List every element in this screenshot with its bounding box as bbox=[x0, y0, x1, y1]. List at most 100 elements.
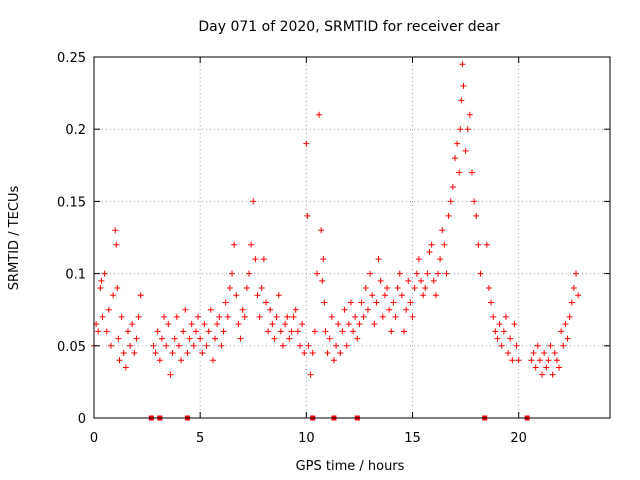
data-point bbox=[360, 313, 367, 320]
data-point bbox=[328, 313, 335, 320]
data-point bbox=[203, 342, 210, 349]
data-point bbox=[483, 241, 490, 248]
data-point bbox=[273, 313, 280, 320]
data-point bbox=[545, 357, 552, 364]
data-point bbox=[539, 371, 546, 378]
data-point bbox=[468, 169, 475, 176]
data-point bbox=[384, 285, 391, 292]
y-tick-label: 0.1 bbox=[65, 268, 86, 283]
data-point bbox=[235, 321, 242, 328]
axis-ticks: 0 0.05 0.1 0.15 0.2 0.25 0 5 10 15 20 bbox=[57, 51, 610, 446]
data-point bbox=[307, 371, 314, 378]
data-point bbox=[97, 285, 104, 292]
data-point bbox=[568, 299, 575, 306]
data-point bbox=[304, 212, 311, 219]
data-point bbox=[103, 328, 110, 335]
data-point bbox=[107, 342, 114, 349]
data-point bbox=[435, 270, 441, 277]
data-point bbox=[411, 285, 418, 292]
data-point bbox=[309, 350, 316, 357]
data-point bbox=[541, 350, 548, 357]
data-point bbox=[258, 285, 265, 292]
data-point bbox=[220, 328, 227, 335]
data-point bbox=[449, 183, 456, 190]
data-point bbox=[396, 270, 403, 277]
grid bbox=[94, 57, 610, 418]
data-point bbox=[515, 357, 522, 364]
data-point bbox=[250, 198, 257, 205]
data-point bbox=[564, 335, 571, 342]
data-point bbox=[154, 328, 161, 335]
data-point bbox=[502, 313, 509, 320]
data-point bbox=[471, 198, 478, 205]
data-point bbox=[322, 328, 329, 335]
data-point bbox=[184, 350, 191, 357]
data-point bbox=[129, 321, 136, 328]
data-point bbox=[350, 328, 357, 335]
data-point bbox=[305, 342, 312, 349]
data-point bbox=[313, 270, 320, 277]
data-point bbox=[445, 212, 452, 219]
data-point bbox=[122, 364, 129, 371]
data-point bbox=[209, 357, 216, 364]
data-point bbox=[114, 285, 121, 292]
data-point bbox=[214, 321, 221, 328]
data-point bbox=[319, 277, 326, 284]
data-point bbox=[188, 321, 195, 328]
data-point bbox=[152, 350, 159, 357]
y-axis-label: SRMTID / TECUs bbox=[7, 186, 22, 291]
data-point bbox=[496, 321, 503, 328]
data-point bbox=[377, 277, 384, 284]
x-tick-label: 20 bbox=[510, 431, 527, 446]
data-point bbox=[127, 342, 134, 349]
data-point bbox=[341, 306, 348, 313]
data-point bbox=[239, 306, 246, 313]
data-point bbox=[432, 292, 439, 299]
data-point bbox=[301, 350, 308, 357]
data-point bbox=[466, 111, 473, 118]
data-point bbox=[243, 285, 250, 292]
data-point bbox=[505, 350, 512, 357]
data-point bbox=[248, 241, 255, 248]
data-point bbox=[316, 111, 323, 118]
data-point bbox=[373, 299, 380, 306]
data-point bbox=[386, 306, 393, 313]
data-point bbox=[303, 140, 310, 147]
data-point bbox=[98, 277, 105, 284]
data-point bbox=[573, 270, 580, 277]
data-point bbox=[575, 292, 582, 299]
data-point bbox=[254, 292, 261, 299]
data-point bbox=[418, 277, 425, 284]
data-point bbox=[407, 299, 414, 306]
data-point bbox=[158, 335, 165, 342]
data-point bbox=[405, 277, 412, 284]
data-point bbox=[216, 313, 223, 320]
data-point bbox=[180, 328, 187, 335]
data-point bbox=[375, 256, 382, 263]
data-point bbox=[324, 350, 331, 357]
data-point bbox=[205, 328, 212, 335]
data-point bbox=[156, 357, 163, 364]
data-point bbox=[173, 313, 180, 320]
data-point bbox=[275, 292, 282, 299]
data-point bbox=[222, 299, 229, 306]
data-point bbox=[218, 342, 225, 349]
data-point bbox=[182, 306, 189, 313]
y-tick-label: 0 bbox=[78, 412, 86, 427]
data-point bbox=[498, 342, 505, 349]
data-point bbox=[558, 328, 565, 335]
data-point bbox=[137, 292, 144, 299]
data-point bbox=[269, 321, 276, 328]
data-point bbox=[186, 335, 193, 342]
data-point bbox=[367, 270, 374, 277]
data-point bbox=[178, 357, 185, 364]
y-tick-label: 0.15 bbox=[57, 195, 86, 210]
data-point bbox=[171, 335, 178, 342]
data-point bbox=[532, 364, 539, 371]
data-point bbox=[267, 306, 274, 313]
data-point bbox=[509, 357, 516, 364]
data-point bbox=[256, 313, 263, 320]
data-point bbox=[271, 335, 278, 342]
data-point bbox=[473, 212, 480, 219]
data-point bbox=[488, 299, 495, 306]
